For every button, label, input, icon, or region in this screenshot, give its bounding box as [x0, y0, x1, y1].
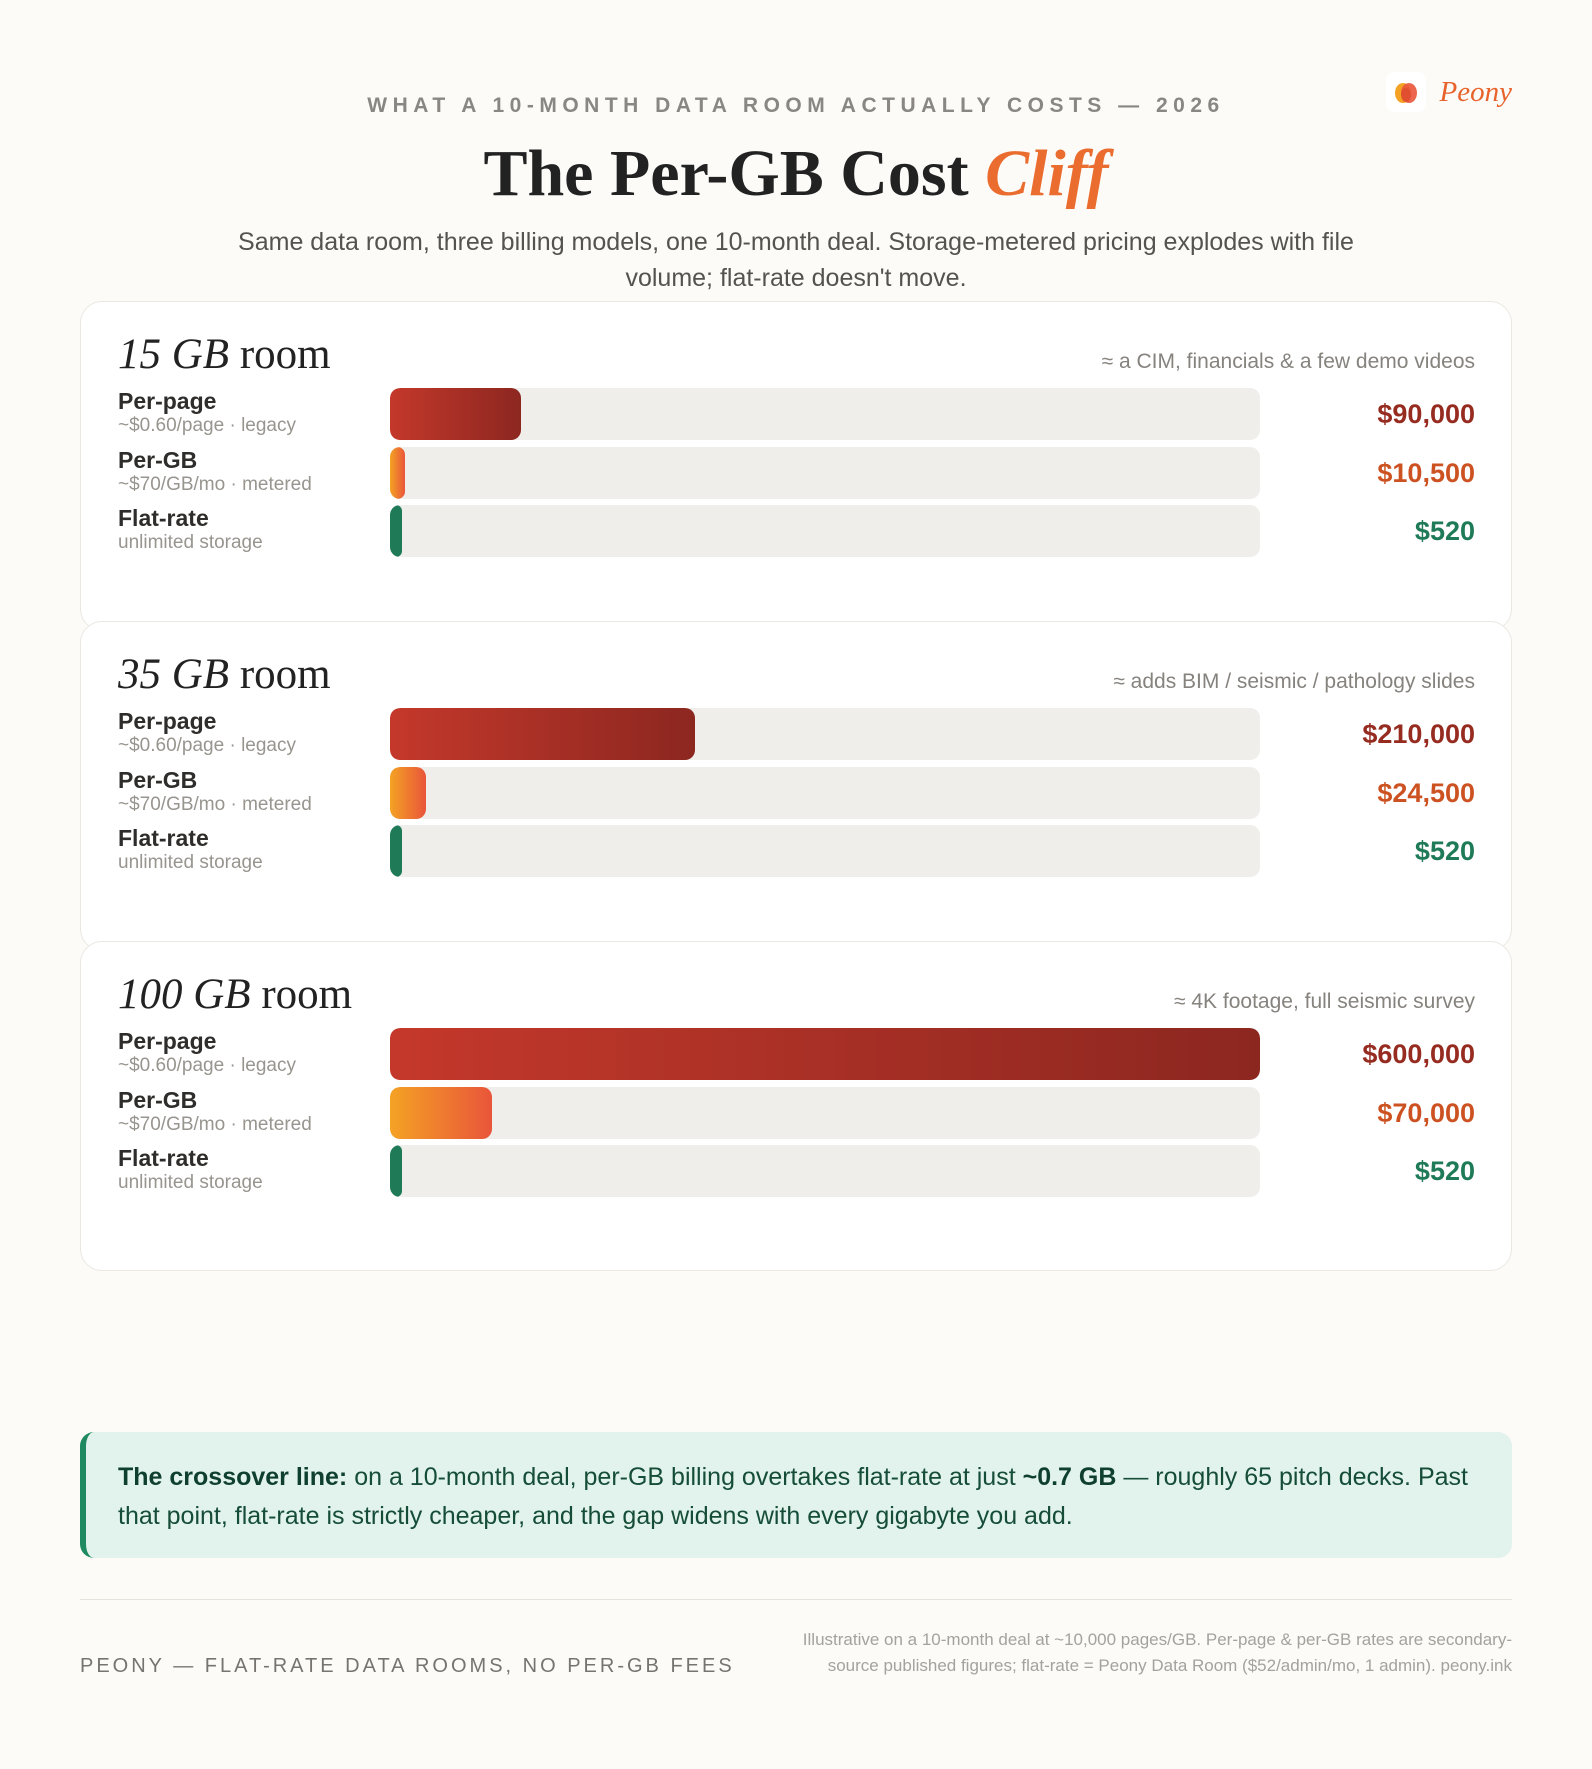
card-title: 15 GB room: [118, 330, 331, 379]
bar-value-label: $70,000: [1377, 1098, 1475, 1128]
title-main: The Per-GB Cost: [483, 137, 969, 210]
bar-row: Per-GB ~$70/GB/mo · metered $24,500: [81, 767, 1511, 819]
room-size: 100 GB: [118, 971, 251, 1018]
bar-track: [390, 825, 1260, 877]
bar-track: [390, 767, 1260, 819]
bar-sublabel: ~$70/GB/mo · metered: [118, 474, 312, 495]
brand-name: Peony: [1439, 75, 1512, 108]
bar-track: [390, 708, 1260, 760]
card-title: 100 GB room: [118, 970, 352, 1019]
room-card: 35 GB room ≈ adds BIM / seismic / pathol…: [80, 621, 1512, 951]
bar: [390, 447, 405, 499]
bar-row: Per-page ~$0.60/page · legacy $600,000: [81, 1028, 1511, 1080]
bar-row: Flat-rate unlimited storage $520: [81, 505, 1511, 557]
bar-track: [390, 505, 1260, 557]
bar-label: Per-page: [118, 388, 217, 414]
bar-row: Per-GB ~$70/GB/mo · metered $10,500: [81, 447, 1511, 499]
callout-highlight: ~0.7 GB: [1022, 1463, 1117, 1491]
bar: [390, 505, 402, 557]
bar-value-label: $90,000: [1377, 399, 1475, 429]
bar-label: Per-GB: [118, 1087, 198, 1113]
bar-label: Flat-rate: [118, 505, 209, 531]
bar-track: [390, 1145, 1260, 1197]
room-suffix: room: [239, 331, 331, 378]
room-card: 100 GB room ≈ 4K footage, full seismic s…: [80, 941, 1512, 1271]
bar-sublabel: unlimited storage: [118, 532, 263, 553]
bar-sublabel: unlimited storage: [118, 1172, 263, 1193]
eyebrow: WHAT A 10-MONTH DATA ROOM ACTUALLY COSTS…: [367, 94, 1225, 117]
bar-track: [390, 1087, 1260, 1139]
footer-divider: [80, 1599, 1512, 1600]
title-accent: Cliff: [985, 137, 1109, 210]
bar-sublabel: ~$0.60/page · legacy: [118, 735, 296, 756]
card-note: ≈ 4K footage, full seismic survey: [1174, 990, 1475, 1013]
bar-sublabel: ~$0.60/page · legacy: [118, 415, 296, 436]
bar-track: [390, 1028, 1260, 1080]
callout-lead: The crossover line:: [118, 1463, 348, 1491]
bar-sublabel: ~$70/GB/mo · metered: [118, 794, 312, 815]
footer-disclaimer: Illustrative on a 10-month deal at ~10,0…: [802, 1630, 1512, 1675]
brand-logo: Peony: [1385, 72, 1512, 112]
footer-tagline: PEONY — FLAT-RATE DATA ROOMS, NO PER-GB …: [80, 1655, 735, 1677]
bar-row: Per-page ~$0.60/page · legacy $90,000: [81, 388, 1511, 440]
card-title: 35 GB room: [118, 650, 331, 699]
bar-track: [390, 447, 1260, 499]
bar: [390, 1145, 402, 1197]
bar-label: Per-page: [118, 708, 217, 734]
bar-row: Flat-rate unlimited storage $520: [81, 825, 1511, 877]
bar-value-label: $520: [1414, 836, 1475, 866]
bar-row: Per-GB ~$70/GB/mo · metered $70,000: [81, 1087, 1511, 1139]
crossover-callout: The crossover line: on a 10-month deal, …: [80, 1432, 1512, 1558]
bar: [390, 767, 426, 819]
bar-label: Per-GB: [118, 447, 198, 473]
bar: [390, 1028, 1260, 1080]
page-title: The Per-GB Cost Cliff: [0, 136, 1592, 212]
room-suffix: room: [261, 971, 353, 1018]
card-note: ≈ adds BIM / seismic / pathology slides: [1113, 670, 1475, 693]
bar-sublabel: ~$70/GB/mo · metered: [118, 1114, 312, 1135]
room-size: 35 GB: [118, 651, 230, 698]
bar: [390, 825, 402, 877]
subtitle: Same data room, three billing models, on…: [238, 228, 1354, 292]
bar-label: Flat-rate: [118, 1145, 209, 1171]
bar-value-label: $210,000: [1362, 719, 1475, 749]
card-note: ≈ a CIM, financials & a few demo videos: [1101, 350, 1475, 373]
bar-sublabel: ~$0.60/page · legacy: [118, 1055, 296, 1076]
bar-value-label: $24,500: [1377, 778, 1475, 808]
bar-track: [390, 388, 1260, 440]
bar-value-label: $10,500: [1377, 458, 1475, 488]
room-card: 15 GB room ≈ a CIM, financials & a few d…: [80, 301, 1512, 631]
bar-label: Per-page: [118, 1028, 217, 1054]
bar-sublabel: unlimited storage: [118, 852, 263, 873]
room-size: 15 GB: [118, 331, 230, 378]
bar-label: Flat-rate: [118, 825, 209, 851]
bar: [390, 1087, 492, 1139]
callout-text-before: on a 10-month deal, per-GB billing overt…: [347, 1463, 1023, 1491]
bar-value-label: $520: [1414, 1156, 1475, 1186]
room-suffix: room: [239, 651, 331, 698]
callout-text-after: — roughly 65 pitch decks. Past that poin…: [118, 1463, 1468, 1530]
bar: [390, 388, 521, 440]
bar-label: Per-GB: [118, 767, 198, 793]
peony-logo-icon: [1385, 72, 1426, 112]
bar-row: Flat-rate unlimited storage $520: [81, 1145, 1511, 1197]
bar-value-label: $600,000: [1362, 1039, 1475, 1069]
bar: [390, 708, 695, 760]
bar-row: Per-page ~$0.60/page · legacy $210,000: [81, 708, 1511, 760]
bar-value-label: $520: [1414, 516, 1475, 546]
